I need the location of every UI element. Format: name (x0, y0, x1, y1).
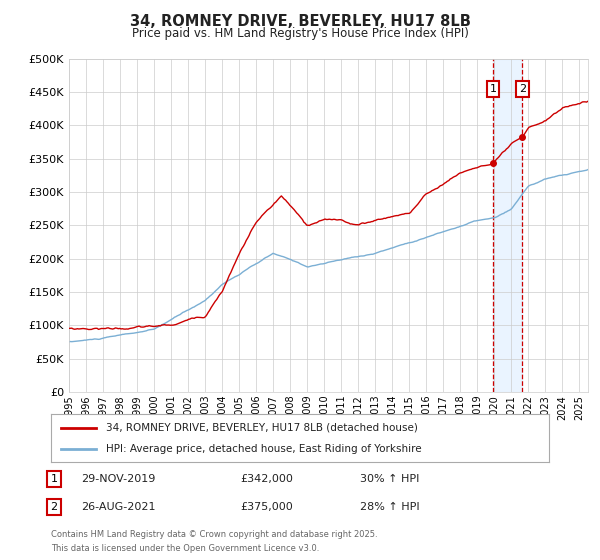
Text: 2: 2 (50, 502, 58, 512)
Text: 1: 1 (490, 84, 496, 94)
Text: 30% ↑ HPI: 30% ↑ HPI (360, 474, 419, 484)
Text: HPI: Average price, detached house, East Riding of Yorkshire: HPI: Average price, detached house, East… (106, 444, 421, 454)
Text: £375,000: £375,000 (240, 502, 293, 512)
Text: 34, ROMNEY DRIVE, BEVERLEY, HU17 8LB (detached house): 34, ROMNEY DRIVE, BEVERLEY, HU17 8LB (de… (106, 423, 418, 433)
Bar (493, 59, 523, 392)
Text: 2: 2 (519, 84, 526, 94)
Text: 1: 1 (50, 474, 58, 484)
Text: 28% ↑ HPI: 28% ↑ HPI (360, 502, 419, 512)
Text: This data is licensed under the Open Government Licence v3.0.: This data is licensed under the Open Gov… (51, 544, 319, 553)
Text: £342,000: £342,000 (240, 474, 293, 484)
Text: 26-AUG-2021: 26-AUG-2021 (81, 502, 155, 512)
Text: 29-NOV-2019: 29-NOV-2019 (81, 474, 155, 484)
Text: Price paid vs. HM Land Registry's House Price Index (HPI): Price paid vs. HM Land Registry's House … (131, 27, 469, 40)
Text: 34, ROMNEY DRIVE, BEVERLEY, HU17 8LB: 34, ROMNEY DRIVE, BEVERLEY, HU17 8LB (130, 14, 470, 29)
Text: Contains HM Land Registry data © Crown copyright and database right 2025.: Contains HM Land Registry data © Crown c… (51, 530, 377, 539)
